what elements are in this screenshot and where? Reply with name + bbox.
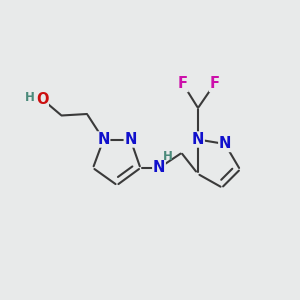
Text: H: H (163, 149, 173, 163)
Text: N: N (124, 132, 137, 147)
Text: O: O (36, 92, 48, 106)
Text: N: N (153, 160, 165, 175)
Text: F: F (209, 76, 220, 92)
Text: H: H (25, 91, 34, 104)
Text: N: N (219, 136, 231, 152)
Text: N: N (97, 132, 110, 147)
Text: N: N (192, 132, 204, 147)
Text: F: F (178, 76, 188, 92)
